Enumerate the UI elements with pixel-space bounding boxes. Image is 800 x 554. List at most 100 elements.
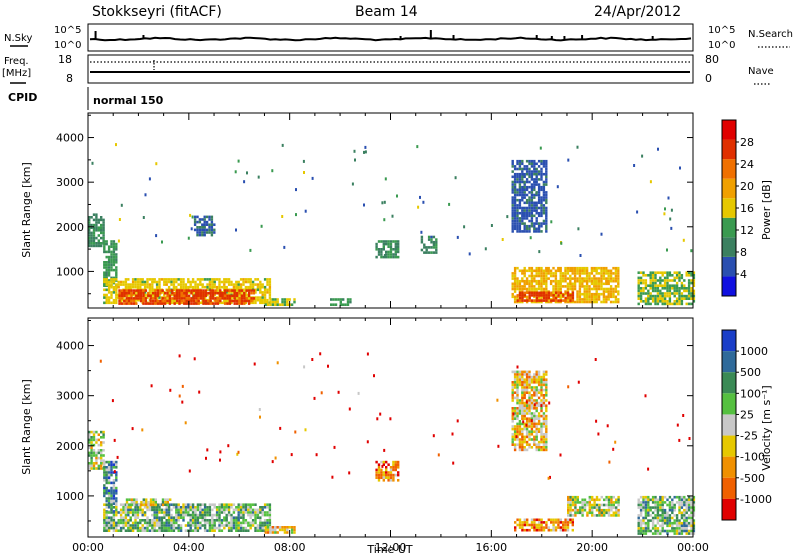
heatmap-cell xyxy=(639,511,643,515)
heatmap-cell xyxy=(663,501,667,504)
heatmap-cell xyxy=(148,508,152,512)
heatmap-cell xyxy=(661,506,664,509)
heatmap-cell xyxy=(156,291,160,295)
heatmap-cell xyxy=(518,381,522,384)
heatmap-cell xyxy=(247,294,251,298)
heatmap-cell xyxy=(170,503,173,506)
heatmap-cell xyxy=(283,531,287,534)
heatmap-cell xyxy=(680,498,684,502)
heatmap-cell xyxy=(496,398,499,402)
heatmap-cell xyxy=(102,459,105,462)
heatmap-cell xyxy=(201,513,204,517)
heatmap-cell xyxy=(540,528,543,532)
heatmap-cell xyxy=(518,430,522,433)
heatmap-cell xyxy=(545,198,548,202)
heatmap-cell xyxy=(158,285,161,289)
heatmap-cell xyxy=(537,201,541,205)
heatmap-cell xyxy=(542,440,546,444)
heatmap-cell xyxy=(690,249,693,253)
velocity-colorbar-tick-label: -1000 xyxy=(740,493,772,506)
heatmap-cell xyxy=(288,526,291,529)
heatmap-cell xyxy=(583,290,586,293)
heatmap-cell xyxy=(387,255,390,259)
heatmap-cell xyxy=(605,300,608,304)
heatmap-cell xyxy=(97,242,100,245)
heatmap-cell xyxy=(107,266,111,269)
heatmap-cell xyxy=(197,291,200,295)
heatmap-cell xyxy=(614,266,618,270)
heatmap-cell xyxy=(591,503,594,507)
heatmap-cell xyxy=(528,180,531,184)
heatmap-cell xyxy=(598,508,601,512)
heatmap-cell xyxy=(211,278,214,281)
heatmap-cell xyxy=(521,417,524,420)
heatmap-cell xyxy=(610,503,613,507)
heatmap-cell xyxy=(112,489,116,492)
heatmap-cell xyxy=(165,521,168,525)
heatmap-cell xyxy=(542,185,546,189)
heatmap-cell xyxy=(454,176,457,180)
heatmap-cell xyxy=(95,441,98,444)
heatmap-cell xyxy=(97,456,100,460)
heatmap-cell xyxy=(557,518,560,522)
heatmap-cell xyxy=(238,291,241,295)
heatmap-cell xyxy=(668,501,672,504)
heatmap-cell xyxy=(654,300,657,303)
heatmap-cell xyxy=(569,503,572,507)
heatmap-cell xyxy=(268,280,272,284)
heatmap-cell xyxy=(230,503,233,506)
heatmap-cell xyxy=(533,422,536,426)
heatmap-cell xyxy=(380,248,383,251)
heatmap-cell xyxy=(382,240,385,243)
heatmap-cell xyxy=(92,443,96,447)
heatmap-cell xyxy=(530,417,534,420)
heatmap-cell xyxy=(230,301,233,305)
heatmap-cell xyxy=(244,293,248,297)
heatmap-cell xyxy=(566,521,570,524)
heatmap-cell xyxy=(561,279,565,283)
heatmap-cell xyxy=(511,295,514,299)
heatmap-cell xyxy=(542,183,546,186)
heatmap-cell xyxy=(525,206,529,210)
heatmap-cell xyxy=(97,433,100,436)
heatmap-cell xyxy=(545,172,548,176)
heatmap-cell xyxy=(105,255,108,259)
heatmap-cell xyxy=(92,464,96,468)
heatmap-cell xyxy=(516,388,519,392)
heatmap-cell xyxy=(671,503,674,507)
heatmap-cell xyxy=(95,244,98,248)
heatmap-cell xyxy=(656,287,660,290)
heatmap-cell xyxy=(177,278,180,281)
heatmap-cell xyxy=(249,301,252,305)
heatmap-cell xyxy=(644,302,648,306)
x-tick-label: 12:00 xyxy=(375,541,407,554)
heatmap-cell xyxy=(112,513,116,517)
heatmap-cell xyxy=(100,462,103,465)
heatmap-cell xyxy=(545,219,548,223)
heatmap-cell xyxy=(115,291,118,294)
heatmap-cell xyxy=(548,401,551,405)
heatmap-cell xyxy=(170,298,173,302)
heatmap-cell xyxy=(105,271,108,274)
heatmap-cell xyxy=(523,285,526,288)
heatmap-cell xyxy=(656,508,660,512)
heatmap-cell xyxy=(583,285,586,288)
heatmap-cell xyxy=(205,215,209,219)
heatmap-cell xyxy=(115,271,118,274)
heatmap-cell xyxy=(105,521,108,525)
heatmap-cell xyxy=(530,277,534,280)
heatmap-cell xyxy=(105,499,108,503)
heatmap-cell xyxy=(95,454,98,457)
heatmap-cell xyxy=(597,292,601,296)
heatmap-cell xyxy=(680,532,684,535)
heatmap-cell xyxy=(117,524,120,527)
heatmap-cell xyxy=(642,498,645,502)
heatmap-cell xyxy=(110,263,113,267)
heatmap-cell xyxy=(112,511,116,514)
heatmap-cell xyxy=(254,301,257,305)
heatmap-cell xyxy=(538,518,541,522)
heatmap-cell xyxy=(124,519,128,522)
heatmap-cell xyxy=(163,297,167,300)
heatmap-cell xyxy=(671,292,674,295)
heatmap-cell xyxy=(249,248,252,252)
